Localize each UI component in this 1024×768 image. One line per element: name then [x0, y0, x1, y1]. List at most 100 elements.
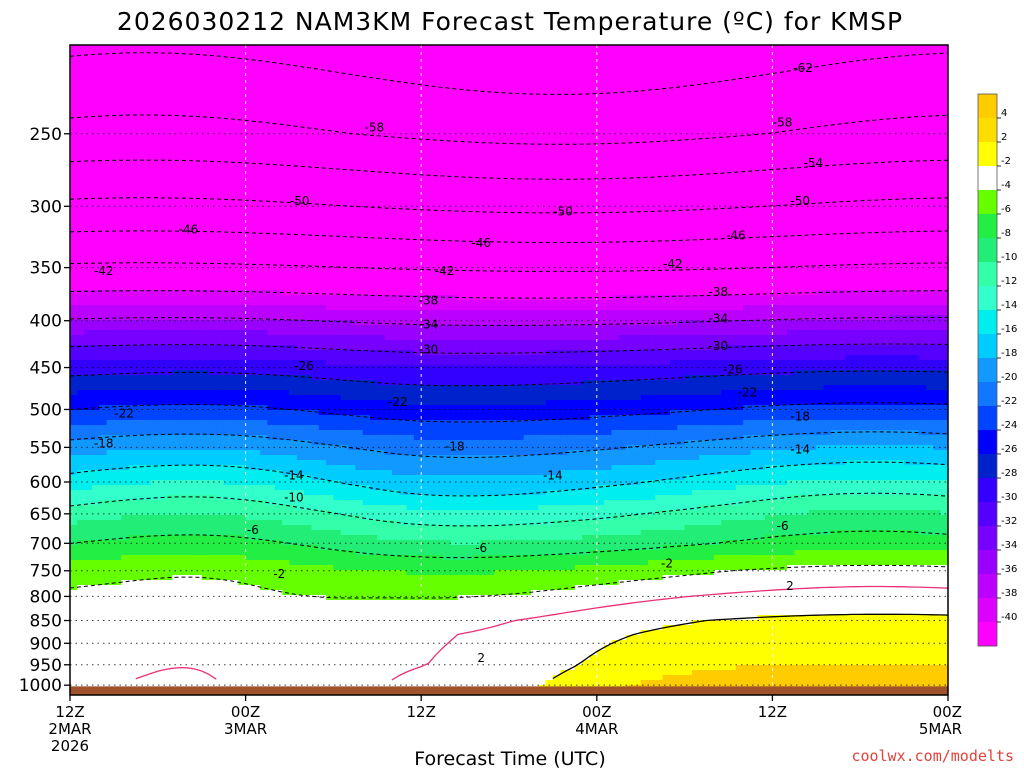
temperature-cell — [911, 465, 920, 481]
temperature-cell — [150, 45, 159, 291]
temperature-cell — [669, 295, 678, 311]
temperature-cell — [391, 600, 400, 695]
temperature-cell — [589, 350, 598, 366]
temperature-cell — [523, 455, 532, 476]
temperature-cell — [91, 345, 100, 361]
temperature-cell — [333, 570, 342, 601]
temperature-cell — [391, 520, 400, 541]
temperature-cell — [845, 305, 854, 321]
temperature-cell — [808, 370, 817, 391]
temperature-cell — [187, 305, 195, 321]
temperature-cell — [413, 310, 422, 326]
temperature-cell — [560, 300, 569, 311]
isotherm-line — [70, 316, 948, 326]
temperature-cell — [816, 615, 825, 666]
temperature-cell — [113, 420, 122, 436]
temperature-cell — [545, 525, 554, 541]
temperature-cell — [560, 325, 569, 341]
temperature-cell — [545, 475, 554, 491]
temperature-cell — [669, 495, 678, 511]
temperature-cell — [677, 625, 686, 676]
temperature-cell — [582, 435, 591, 451]
temperature-cell — [911, 305, 920, 316]
temperature-cell — [867, 565, 876, 616]
temperature-cell — [816, 360, 825, 371]
contour-label: -30 — [419, 343, 439, 357]
temperature-cell — [743, 485, 752, 501]
temperature-cell — [860, 320, 869, 331]
temperature-cell — [889, 510, 898, 531]
temperature-cell — [311, 565, 320, 596]
temperature-cell — [801, 465, 810, 481]
temperature-cell — [633, 550, 642, 566]
temperature-cell — [348, 450, 356, 466]
temperature-cell — [530, 475, 539, 496]
temperature-cell — [911, 315, 920, 331]
temperature-cell — [713, 490, 722, 506]
temperature-cell — [165, 435, 174, 451]
temperature-cell — [99, 330, 108, 346]
temperature-cell — [567, 400, 576, 421]
temperature-cell — [830, 445, 839, 466]
temperature-cell — [296, 45, 305, 296]
temperature-cell — [106, 420, 115, 436]
y-tick-label: 250 — [30, 125, 62, 145]
temperature-cell — [589, 490, 598, 506]
temperature-cell — [121, 420, 130, 436]
colorbar-segment — [978, 118, 997, 143]
temperature-cell — [267, 305, 276, 321]
temperature-cell — [501, 45, 510, 301]
temperature-cell — [889, 445, 898, 461]
temperature-cell — [640, 380, 649, 396]
temperature-cell — [304, 410, 313, 426]
temperature-cell — [304, 525, 313, 546]
temperature-cell — [479, 540, 488, 556]
temperature-cell — [113, 305, 122, 321]
temperature-cell — [487, 540, 495, 556]
temperature-cell — [179, 320, 188, 331]
temperature-cell — [165, 290, 174, 306]
temperature-cell — [457, 475, 466, 496]
temperature-cell — [640, 335, 649, 351]
colorbar-segment — [978, 502, 997, 527]
temperature-cell — [487, 340, 495, 356]
temperature-cell — [604, 400, 613, 416]
temperature-cell — [882, 615, 891, 666]
temperature-cell — [311, 510, 320, 531]
temperature-cell — [633, 400, 642, 416]
temperature-cell — [904, 385, 913, 406]
temperature-cell — [187, 450, 195, 466]
temperature-cell — [640, 415, 649, 431]
temperature-cell — [787, 405, 795, 421]
temperature-cell — [852, 355, 861, 371]
temperature-cell — [369, 380, 378, 401]
temperature-cell — [706, 335, 715, 351]
temperature-cell — [523, 555, 532, 571]
contour-label: -46 — [179, 223, 199, 237]
colorbar-label: -6 — [1001, 204, 1011, 215]
temperature-cell — [933, 480, 942, 496]
temperature-cell — [91, 375, 100, 391]
colorbar-label: -12 — [1001, 276, 1017, 287]
temperature-cell — [135, 500, 144, 516]
temperature-cell — [721, 410, 730, 426]
temperature-cell — [735, 425, 744, 441]
temperature-cell — [823, 405, 832, 421]
temperature-cell — [435, 575, 444, 601]
temperature-cell — [516, 365, 525, 386]
temperature-cell — [750, 435, 759, 451]
temperature-cell — [838, 420, 847, 431]
temperature-cell — [194, 495, 203, 516]
temperature-cell — [669, 575, 678, 626]
temperature-cell — [648, 465, 656, 481]
temperature-cell — [304, 495, 313, 511]
temperature-cell — [830, 385, 839, 406]
temperature-cell — [501, 420, 510, 441]
contour-label: -42 — [663, 257, 683, 271]
temperature-cell — [165, 555, 174, 581]
temperature-cell — [816, 480, 825, 496]
temperature-cell — [311, 295, 320, 306]
temperature-cell — [99, 345, 108, 361]
temperature-cell — [121, 580, 130, 695]
temperature-cell — [413, 600, 422, 695]
